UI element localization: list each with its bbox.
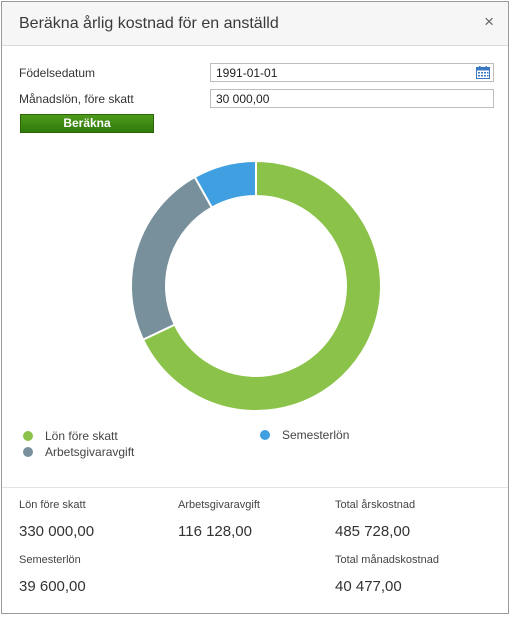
salary-field[interactable]: 30 000,00 [210, 89, 494, 108]
stat-employer-fee-value: 116 128,00 [178, 523, 252, 540]
salary-label: Månadslön, före skatt [19, 92, 134, 106]
stat-employer-fee-label: Arbetsgivaravgift [178, 499, 260, 511]
stat-vacation-value: 39 600,00 [19, 578, 86, 595]
legend-item-vacation: Semesterlön [260, 428, 349, 442]
legend-item-employer-fee: Arbetsgivaravgift [23, 445, 134, 459]
stat-total-month-label: Total månadskostnad [335, 554, 439, 566]
stat-salary-value: 330 000,00 [19, 523, 95, 540]
stat-total-year-value: 485 728,00 [335, 523, 411, 540]
birthdate-field[interactable]: 1991-01-01 [210, 63, 494, 82]
legend-dot-salary [23, 431, 33, 441]
salary-value: 30 000,00 [216, 92, 270, 106]
calendar-icon[interactable] [476, 66, 490, 79]
legend-label-employer-fee: Arbetsgivaravgift [45, 445, 135, 459]
stat-total-month-value: 40 477,00 [335, 578, 402, 595]
legend-dot-employer-fee [23, 447, 33, 457]
calculate-button[interactable]: Beräkna [20, 114, 154, 133]
summary-divider [2, 487, 508, 488]
donut-slice-vacation [193, 159, 257, 209]
dialog-title: Beräkna årlig kostnad för en anställd [19, 15, 279, 32]
donut-slice-employer-fee [130, 175, 214, 341]
dialog-header: Beräkna årlig kostnad för en anställd × [2, 2, 508, 46]
stat-salary-label: Lön före skatt [19, 499, 86, 511]
legend-label-vacation: Semesterlön [282, 428, 350, 442]
legend-item-salary: Lön före skatt [23, 429, 118, 443]
stat-total-year-label: Total årskostnad [335, 499, 416, 511]
birthdate-value: 1991-01-01 [216, 66, 278, 80]
legend-dot-vacation [260, 430, 270, 440]
donut-slice-salary [141, 159, 382, 412]
stat-vacation-label: Semesterlön [19, 554, 81, 566]
legend-label-salary: Lön före skatt [45, 429, 118, 443]
cost-donut-chart [130, 159, 382, 412]
close-icon[interactable]: × [484, 12, 494, 31]
birthdate-label: Födelsedatum [19, 66, 96, 80]
